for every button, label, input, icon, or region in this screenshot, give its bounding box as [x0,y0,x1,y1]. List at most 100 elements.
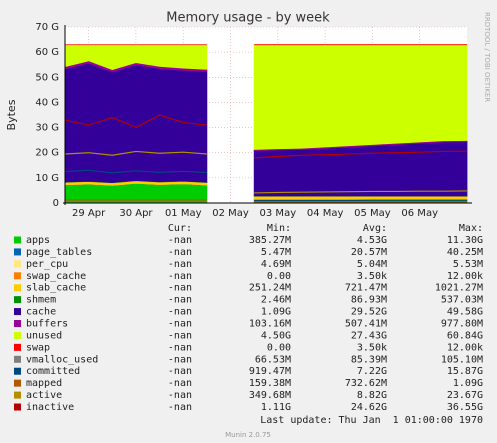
legend-name: slab_cache [26,283,86,294]
legend-name: page_tables [26,247,92,258]
legend-header: Avg: [363,223,387,234]
legend-stat: 23.67G [447,390,483,401]
y-tick-label: 20 G [35,148,59,159]
legend-stat: 85.39M [351,354,387,365]
x-tick-label: 30 Apr [119,208,153,219]
line [254,190,468,194]
y-tick-label: 60 G [35,47,59,58]
legend-swatch [14,284,21,292]
legend-stat: 12.00k [447,271,483,282]
line [64,169,207,174]
legend-stat: 105.10M [441,354,483,365]
x-tick-label: 05 May [354,208,391,219]
legend-swatch [14,308,21,316]
legend-stat: 3.50k [357,271,387,282]
footer: Munin 2.0.75 [225,431,271,439]
legend-stat: -nan [168,259,192,270]
legend-swatch [14,403,21,411]
legend-stat: 49.58G [447,307,483,318]
legend-stat: 40.25M [447,247,483,258]
area [253,44,468,150]
legend-name: cache [26,307,56,318]
x-tick-label: 29 Apr [72,208,106,219]
legend-name: per_cpu [26,259,68,270]
legend-stat: 2.46M [261,295,291,306]
legend-stat: 60.84G [447,330,483,341]
legend-stat: 1.11G [261,402,291,413]
legend-stat: -nan [168,271,192,282]
legend-swatch [14,320,21,328]
legend-stat: -nan [168,319,192,330]
legend-name: mapped [26,378,62,389]
legend-stat: 5.04M [357,259,387,270]
legend-swatch [14,296,21,304]
legend-stat: 507.41M [345,319,387,330]
legend-stat: 385.27M [249,235,291,246]
legend-name: buffers [26,319,68,330]
legend-swatch [14,367,21,375]
legend-stat: 5.47M [261,247,291,258]
legend-stat: 4.50G [261,330,291,341]
legend-stat: 3.50k [357,342,387,353]
legend-stat: -nan [168,366,192,377]
x-tick-label: 02 May [212,208,249,219]
legend-stat: 66.53M [255,354,291,365]
x-tick-label: 04 May [307,208,344,219]
legend-name: swap [26,342,50,353]
legend-stat: 86.93M [351,295,387,306]
legend-stat: 4.53G [357,235,387,246]
legend-stat: 8.82G [357,390,387,401]
x-tick-label: 03 May [260,208,297,219]
legend-swatch [14,236,21,244]
line [64,114,207,129]
legend-name: active [26,390,62,401]
y-tick-label: 40 G [35,97,59,108]
legend-stat: 919.47M [249,366,291,377]
legend-name: vmalloc_used [26,354,98,365]
legend-stat: -nan [168,354,192,365]
line [64,150,207,156]
legend-swatch [14,355,21,363]
legend-header: Min: [267,223,291,234]
legend-swatch [14,331,21,339]
legend-stat: -nan [168,342,192,353]
legend-stat: 977.80M [441,319,483,330]
legend-stat: 159.38M [249,378,291,389]
legend-name: apps [26,235,50,246]
legend-stat: 1.09G [261,307,291,318]
legend-name: committed [26,366,80,377]
legend-stat: 29.52G [351,307,387,318]
legend-stat: 103.16M [249,319,291,330]
legend-stat: 11.30G [447,235,483,246]
legend-stat: -nan [168,378,192,389]
legend-swatch [14,343,21,351]
legend-stat: -nan [168,247,192,258]
legend-stat: 12.00k [447,342,483,353]
legend-stat: 1021.27M [435,283,483,294]
legend-stat: 251.24M [249,283,291,294]
y-tick-label: 70 G [35,22,59,33]
legend-header: Max: [459,223,483,234]
axes [63,25,472,205]
legend-stat: 4.69M [261,259,291,270]
legend-stat: 24.62G [351,402,387,413]
legend-stat: 5.53M [453,259,483,270]
legend-stat: -nan [168,330,192,341]
marks [64,44,468,204]
legend-swatch [14,391,21,399]
legend-swatch [14,260,21,268]
legend-stat: -nan [168,283,192,294]
legend-stat: 537.03M [441,295,483,306]
legend-name: inactive [26,402,74,413]
legend-stat: 15.87G [447,366,483,377]
x-tick-label: 01 May [165,208,202,219]
y-axis-label: Bytes [5,99,18,130]
x-tick-label: 06 May [401,208,438,219]
legend-name: shmem [26,295,56,306]
y-tick-label: 0 [53,198,59,209]
legend-stat: 20.57M [351,247,387,258]
legend-stat: 36.55G [447,402,483,413]
legend-stat: 1.09G [453,378,483,389]
legend-stat: 0.00 [267,271,291,282]
